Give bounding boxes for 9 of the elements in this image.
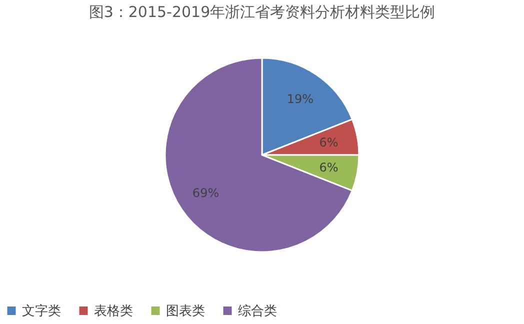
data-label: 19% [286,92,314,106]
legend-label: 表格类 [94,304,133,319]
legend-label: 文字类 [22,302,61,319]
data-label: 6% [319,135,338,150]
chart-title: 图3：2015-2019年浙江省考资料分析材料类型比例 [88,3,436,21]
legend-label: 综合类 [238,304,277,319]
legend-label: 图表类 [166,304,205,319]
data-label: 69% [192,186,220,200]
data-label: 6% [319,160,338,175]
